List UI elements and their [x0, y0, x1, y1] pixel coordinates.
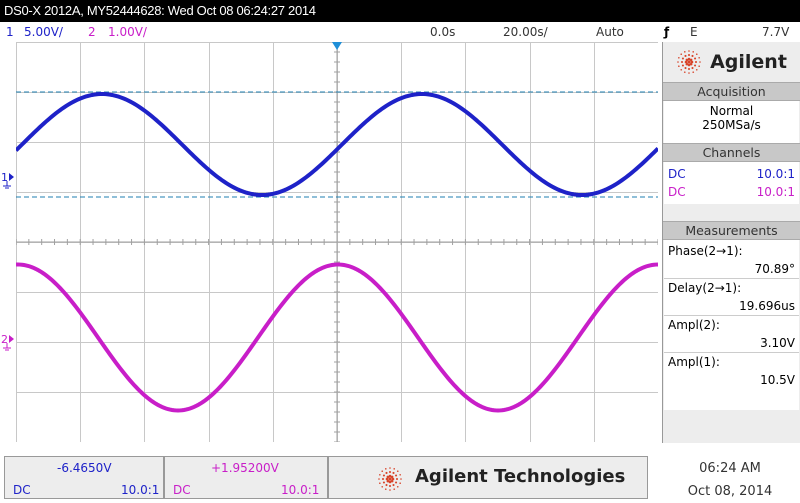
- trigger-position-icon[interactable]: [332, 42, 342, 50]
- ch2-scale[interactable]: 1.00V/: [108, 25, 147, 39]
- measurement-ampl-2[interactable]: Ampl(2): 3.10V: [664, 315, 799, 352]
- clock-time: 06:24 AM: [699, 461, 761, 476]
- delay-label: Delay(2→1):: [668, 281, 742, 295]
- ch1-offset-box[interactable]: -6.4650V DC 10.0:1: [4, 456, 164, 499]
- ch1-probe: 10.0:1: [756, 167, 795, 181]
- channels-header[interactable]: Channels: [663, 143, 800, 162]
- channel-marker-gutter: 1 2: [0, 42, 16, 442]
- brand-banner: Agilent Technologies: [328, 456, 648, 499]
- side-panel: Agilent Acquisition Normal 250MSa/s Chan…: [662, 42, 800, 443]
- graticule: [16, 42, 658, 442]
- panel-logo: Agilent: [663, 42, 800, 82]
- measurement-phase[interactable]: Phase(2→1): 70.89°: [664, 242, 799, 278]
- timebase[interactable]: 20.00s/: [503, 25, 548, 39]
- acquisition-rate: 250MSa/s: [702, 118, 761, 132]
- waveform-display[interactable]: [16, 42, 658, 442]
- bottom-bar: -6.4650V DC 10.0:1 +1.95200V DC 10.0:1 A…: [0, 456, 800, 503]
- ch1-number[interactable]: 1: [6, 25, 14, 39]
- panel-brand: Agilent: [710, 51, 787, 73]
- ch1-marker-label: 1: [1, 171, 8, 184]
- measurement-ampl-1[interactable]: Ampl(1): 10.5V: [664, 352, 799, 389]
- ch1-waveform: [16, 91, 658, 198]
- ampl1-label: Ampl(1):: [668, 355, 720, 369]
- ch1-scale[interactable]: 5.00V/: [24, 25, 63, 39]
- acquisition-header[interactable]: Acquisition: [663, 82, 800, 101]
- brand-name: Agilent Technologies: [415, 466, 626, 487]
- status-bar: 1 5.00V/ 2 1.00V/ 0.0s 20.00s/ Auto ƒ E …: [0, 22, 800, 42]
- grid: [16, 42, 658, 442]
- channel-1-row[interactable]: DC 10.0:1: [664, 165, 799, 183]
- channel-2-row[interactable]: DC 10.0:1: [664, 183, 799, 201]
- agilent-logo-icon: [378, 467, 402, 491]
- trigger-level[interactable]: 7.7V: [762, 25, 790, 39]
- agilent-spark-icon: [677, 50, 701, 74]
- ch2-bottom-coupling: DC: [173, 483, 191, 497]
- time-offset[interactable]: 0.0s: [430, 25, 456, 39]
- ampl2-label: Ampl(2):: [668, 318, 720, 332]
- clock: 06:24 AM Oct 08, 2014: [660, 456, 800, 503]
- ch2-number[interactable]: 2: [88, 25, 96, 39]
- ch1-ground-marker[interactable]: 1: [1, 171, 14, 189]
- ch1-offset: -6.4650V: [57, 461, 112, 475]
- ch2-marker-label: 2: [1, 333, 8, 346]
- title-bar: DS0-X 2012A, MY52444628: Wed Oct 08 06:2…: [0, 0, 800, 22]
- title-text: DS0-X 2012A, MY52444628: Wed Oct 08 06:2…: [4, 3, 316, 18]
- ch2-waveform: [16, 262, 658, 413]
- ch2-offset: +1.95200V: [211, 461, 279, 475]
- delay-value: 19.696us: [739, 299, 795, 313]
- phase-label: Phase(2→1):: [668, 244, 743, 258]
- trigger-source[interactable]: E: [690, 25, 698, 39]
- ch2-coupling: DC: [668, 185, 686, 199]
- trigger-edge-icon: ƒ: [664, 25, 670, 39]
- ch1-bottom-coupling: DC: [13, 483, 31, 497]
- measurements-header[interactable]: Measurements: [663, 221, 800, 240]
- phase-value: 70.89°: [754, 262, 795, 276]
- ampl2-value: 3.10V: [760, 336, 795, 350]
- acquisition-mode: Normal: [709, 104, 754, 118]
- ampl1-value: 10.5V: [760, 373, 795, 387]
- trigger-mode[interactable]: Auto: [596, 25, 624, 39]
- ch2-bottom-probe: 10.0:1: [281, 483, 320, 497]
- measurement-delay[interactable]: Delay(2→1): 19.696us: [664, 278, 799, 315]
- ch1-bottom-probe: 10.0:1: [121, 483, 160, 497]
- ch2-offset-box[interactable]: +1.95200V DC 10.0:1: [164, 456, 328, 499]
- ch1-coupling: DC: [668, 167, 686, 181]
- ch2-probe: 10.0:1: [756, 185, 795, 199]
- display-right-edge: [658, 42, 662, 442]
- clock-date: Oct 08, 2014: [687, 484, 773, 499]
- ch2-ground-marker[interactable]: 2: [1, 333, 14, 351]
